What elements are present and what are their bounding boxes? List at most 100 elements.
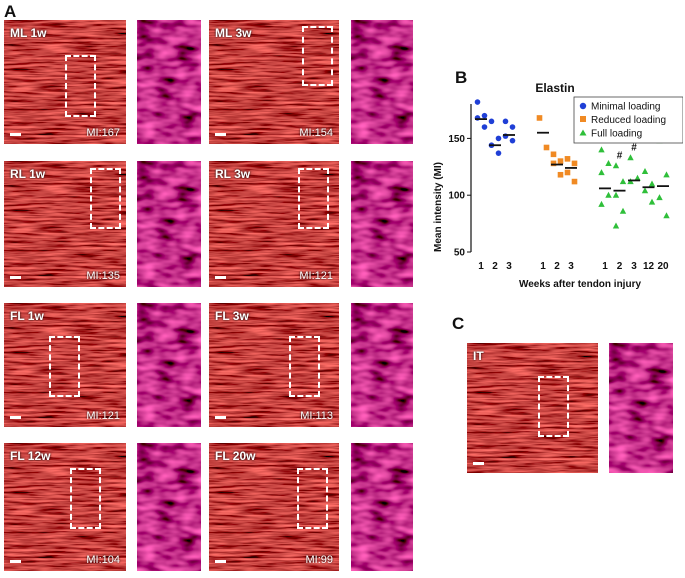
- legend-marker-minimal: [579, 102, 587, 110]
- micrograph-fl-12w: FL 12w MI:104: [4, 443, 126, 571]
- data-point-square: [571, 178, 578, 185]
- micrograph-fl-1w: FL 1w MI:121: [4, 303, 126, 427]
- tile-label: FL 1w: [10, 309, 44, 323]
- tile-label: RL 3w: [215, 167, 251, 181]
- data-point-circle: [474, 99, 481, 105]
- scale-bar: [10, 276, 21, 279]
- micrograph-ml-1w: ML 1w MI:167: [4, 20, 126, 144]
- legend-marker-full: [579, 129, 587, 136]
- x-tick-label: 1: [478, 261, 484, 272]
- mean-intensity-label: MI:154: [299, 127, 333, 139]
- data-point-triangle: [634, 174, 641, 181]
- panel-letter-b: B: [455, 68, 468, 87]
- x-tick-label: 2: [617, 261, 623, 272]
- micrograph-ml-3w: ML 3w MI:154: [209, 20, 339, 144]
- data-point-square: [536, 115, 543, 121]
- x-axis-label: Weeks after tendon injury: [519, 279, 642, 290]
- x-tick-label: 1: [540, 261, 546, 272]
- zoom-region-box: [65, 55, 96, 117]
- data-point-triangle: [648, 180, 656, 187]
- mean-intensity-label: MI:99: [305, 554, 333, 566]
- mean-intensity-label: MI:113: [300, 410, 333, 422]
- data-point-square: [564, 156, 571, 162]
- data-point-square: [571, 160, 578, 167]
- x-tick-label: 2: [554, 261, 560, 272]
- data-point-triangle: [605, 191, 612, 198]
- micrograph-fl-20w: FL 20w MI:99: [209, 443, 339, 571]
- legend-marker-reduced: [580, 116, 586, 122]
- data-point-triangle: [663, 212, 670, 219]
- data-point-triangle: [612, 222, 620, 229]
- data-point-circle: [509, 124, 516, 130]
- mean-intensity-label: MI:121: [299, 270, 333, 282]
- mean-intensity-label: MI:104: [86, 554, 120, 566]
- tile-label: IT: [473, 349, 484, 363]
- legend-label-minimal: Minimal loading: [591, 102, 660, 113]
- tile-label: FL 20w: [215, 449, 256, 463]
- zoom-region-box: [49, 336, 80, 397]
- mean-intensity-label: MI:121: [86, 410, 120, 422]
- data-point-triangle: [598, 169, 605, 176]
- zoom-fl-20w: [351, 443, 413, 571]
- x-tick-label: 1: [602, 261, 608, 272]
- x-tick-label: 3: [506, 261, 512, 272]
- data-point-square: [557, 158, 564, 164]
- x-tick-label: 3: [568, 261, 574, 272]
- data-point-circle: [495, 135, 502, 142]
- data-point-circle: [495, 150, 502, 156]
- panel-letter-c: C: [452, 314, 465, 333]
- chart-title: Elastin: [535, 81, 574, 95]
- data-point-triangle: [605, 159, 612, 166]
- data-point-circle: [502, 118, 509, 125]
- x-tick-label: 2: [492, 261, 498, 272]
- zoom-it: [609, 343, 673, 473]
- data-point-circle: [509, 137, 516, 144]
- data-point-circle: [488, 118, 495, 125]
- y-tick-label: 150: [448, 134, 465, 145]
- data-point-triangle: [612, 162, 620, 169]
- x-tick-label: 12: [643, 261, 655, 272]
- data-point-square: [564, 169, 571, 176]
- tile-label: FL 3w: [215, 309, 249, 323]
- micrograph-fl-3w: FL 3w MI:113: [209, 303, 339, 427]
- data-point-triangle: [627, 154, 634, 161]
- scale-bar: [473, 462, 484, 465]
- micrograph-it: IT: [467, 343, 598, 473]
- data-point-circle: [481, 124, 488, 130]
- legend-label-full: Full loading: [591, 129, 642, 140]
- y-tick-label: 50: [454, 248, 466, 259]
- scale-bar: [10, 560, 21, 563]
- data-point-triangle: [619, 178, 627, 185]
- scale-bar: [10, 416, 21, 419]
- panel-letter-a: A: [4, 2, 17, 21]
- y-tick-label: 100: [448, 191, 465, 202]
- significance-mark: #: [617, 151, 623, 162]
- zoom-ml-3w: [351, 20, 413, 144]
- x-tick-label: 20: [657, 261, 669, 272]
- scale-bar: [215, 276, 226, 279]
- zoom-region-box: [302, 26, 333, 86]
- chart-legend: Minimal loading Reduced loading Full loa…: [573, 96, 683, 144]
- y-axis-label: Mean intensity (MI): [433, 162, 444, 252]
- data-point-square: [550, 151, 557, 158]
- zoom-region-box: [70, 468, 101, 529]
- micrograph-rl-3w: RL 3w MI:121: [209, 161, 339, 287]
- data-point-triangle: [619, 207, 627, 214]
- tile-label: ML 3w: [215, 26, 252, 40]
- data-point-triangle: [641, 187, 649, 194]
- zoom-region-box: [289, 336, 320, 397]
- mean-intensity-label: MI:135: [86, 270, 120, 282]
- data-point-circle: [481, 112, 488, 119]
- zoom-region-box: [298, 168, 329, 229]
- data-point-triangle: [663, 171, 670, 178]
- zoom-fl-1w: [137, 303, 201, 427]
- data-point-square: [543, 144, 550, 151]
- zoom-rl-3w: [351, 161, 413, 287]
- zoom-region-box: [90, 168, 121, 229]
- micrograph-rl-1w: RL 1w MI:135: [4, 161, 126, 287]
- zoom-region-box: [538, 376, 569, 437]
- zoom-fl-3w: [351, 303, 413, 427]
- legend-label-reduced: Reduced loading: [591, 115, 666, 126]
- scale-bar: [215, 416, 226, 419]
- tile-label: ML 1w: [10, 26, 47, 40]
